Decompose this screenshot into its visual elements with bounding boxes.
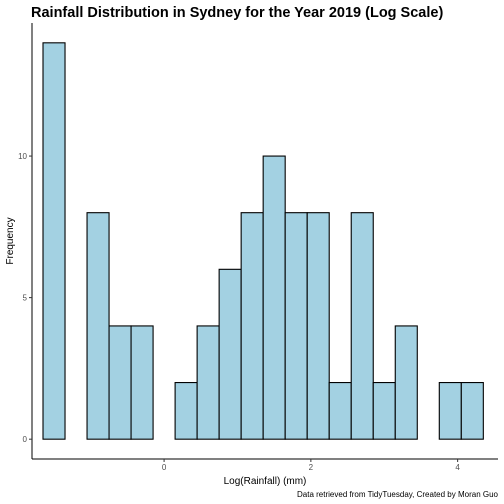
y-tick-label: 10 — [18, 152, 27, 161]
x-tick-label: 2 — [309, 463, 314, 472]
histogram-bar-12 — [306, 212, 330, 440]
y-tick-label: 5 — [23, 294, 28, 303]
histogram-bar-11 — [284, 212, 308, 440]
histogram-bar-18 — [438, 382, 462, 440]
histogram-bar-7 — [196, 325, 220, 440]
histogram-bar-15 — [372, 382, 396, 440]
y-axis-ticks: 0 5 10 — [18, 152, 32, 444]
histogram-bar-10 — [262, 155, 286, 440]
histogram-bar-3 — [108, 325, 132, 440]
x-axis-ticks: 0 2 4 — [162, 459, 460, 472]
histogram-bar-19 — [460, 382, 484, 440]
histogram-bar-8 — [218, 268, 242, 440]
x-axis-label: Log(Rainfall) (mm) — [224, 476, 307, 487]
histogram-bar-0 — [42, 42, 66, 440]
histogram-bar-13 — [328, 382, 352, 440]
histogram-bar-6 — [174, 382, 198, 440]
histogram-bar-16 — [394, 325, 418, 440]
histogram-bar-14 — [350, 212, 374, 440]
x-tick-label: 4 — [455, 463, 460, 472]
y-axis-label: Frequency — [5, 217, 16, 264]
histogram-bar-9 — [240, 212, 264, 440]
bars-group — [42, 42, 484, 440]
y-tick-label: 0 — [23, 435, 28, 444]
histogram-bar-2 — [86, 212, 110, 440]
chart-title: Rainfall Distribution in Sydney for the … — [31, 5, 443, 21]
chart-caption: Data retrieved from TidyTuesday, Created… — [297, 490, 499, 499]
x-tick-label: 0 — [162, 463, 167, 472]
histogram-bar-4 — [130, 325, 154, 440]
